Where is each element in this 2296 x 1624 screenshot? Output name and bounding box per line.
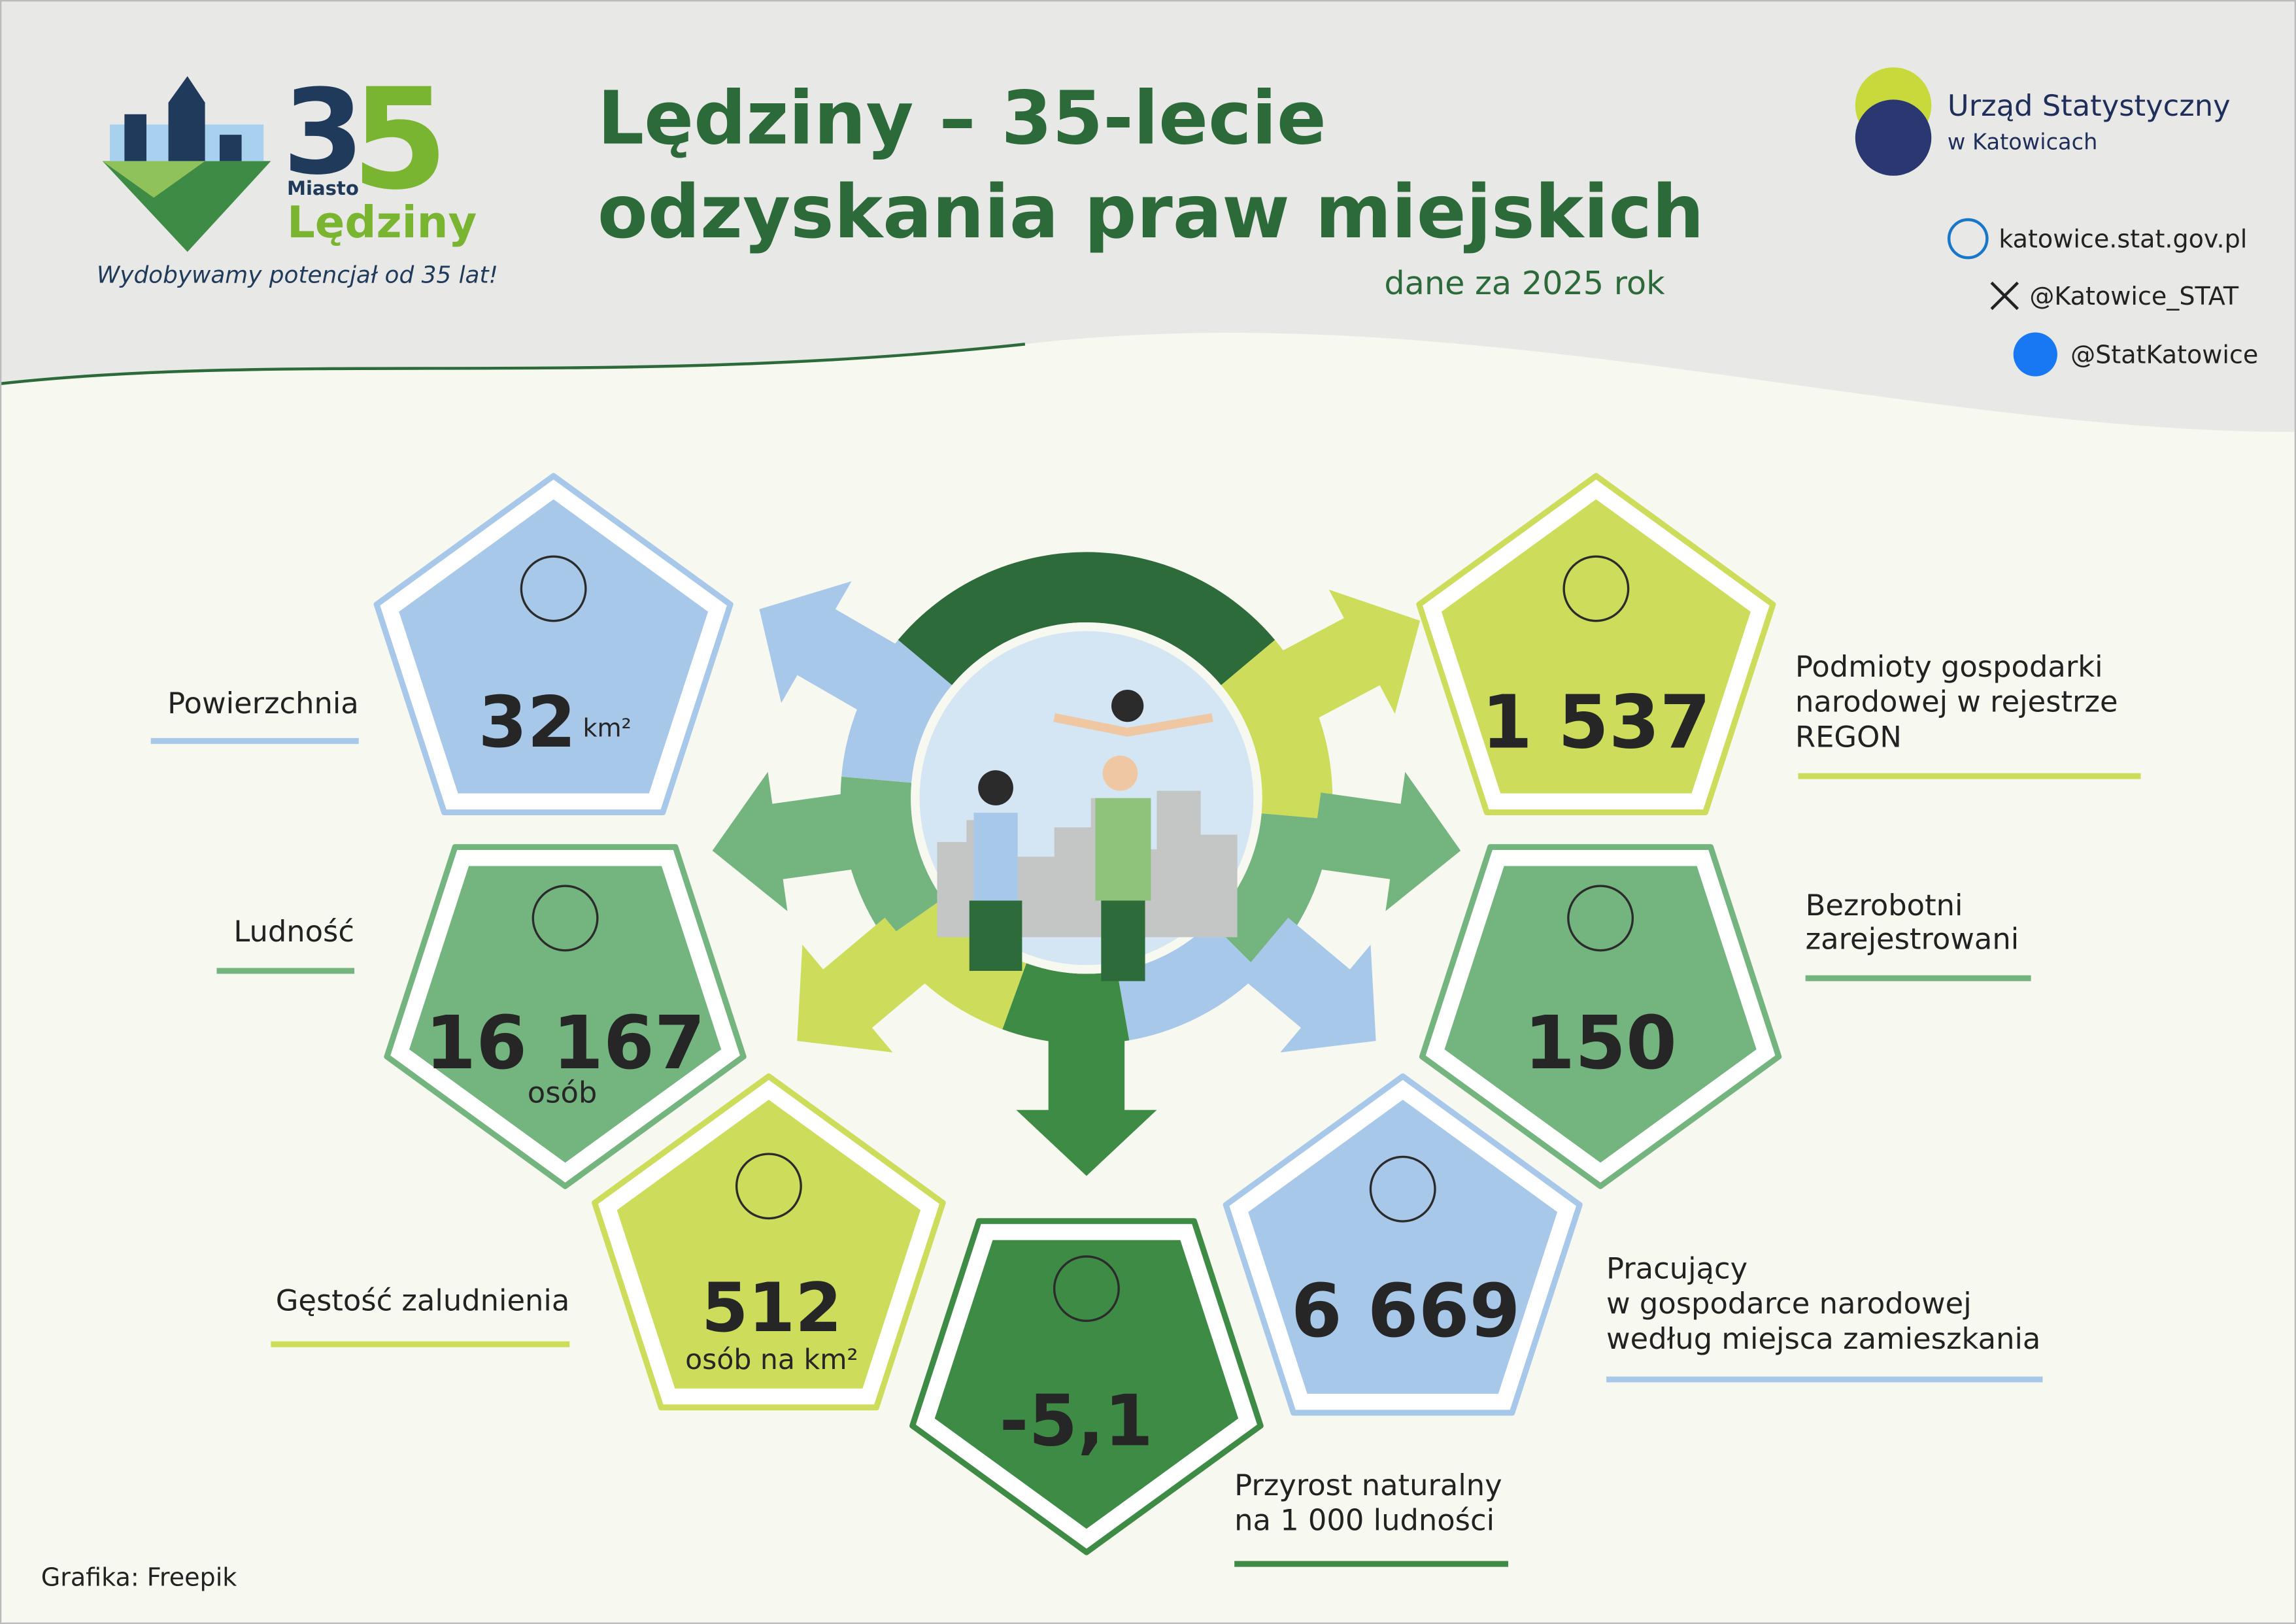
stat-label: Gęstość zaludnienia: [276, 1283, 570, 1318]
icon: [1369, 1155, 1436, 1223]
arrow: [712, 771, 863, 911]
person-head: [978, 770, 1013, 805]
ring-segment: [840, 776, 943, 939]
icon: [1053, 1255, 1120, 1323]
arrow: [1310, 771, 1461, 911]
stat-label: na 1 000 ludności: [1234, 1503, 1494, 1538]
pentagon: [934, 1240, 1239, 1529]
stat-value: 6 669: [1291, 1269, 1521, 1354]
title-line: odzyskania praw miejskich: [598, 170, 1704, 255]
pentagon: [1248, 1100, 1558, 1394]
person-body: [973, 813, 1018, 901]
header-line: [0, 343, 1026, 386]
contact[interactable]: @StatKatowice: [2070, 341, 2258, 369]
ring-segment: [841, 639, 953, 783]
stat-label: Bezrobotni: [1806, 888, 1963, 922]
logo-buildings: [124, 76, 242, 161]
stat-value: -5,1: [1000, 1380, 1153, 1462]
icon: [735, 1153, 802, 1220]
stat-label: Pracujący: [1606, 1251, 1747, 1285]
city-logo: 3 5 Miasto Lędziny Wydobywamy potencjał …: [97, 59, 498, 289]
ring-segment: [898, 552, 1275, 685]
arrow: [1273, 589, 1421, 723]
stat-label: Podmioty gospodarki: [1795, 649, 2103, 684]
pentagon: [616, 1100, 921, 1389]
fb-icon: [2013, 332, 2057, 377]
x-icon: [1990, 281, 2019, 311]
logo-field: [102, 161, 205, 198]
stat-value: 512: [701, 1269, 842, 1347]
stat-label: Powierzchnia: [167, 686, 359, 720]
logo-digit: 3: [282, 65, 364, 201]
arrow: [1016, 1029, 1157, 1176]
stat-label: w gospodarce narodowej: [1606, 1286, 1972, 1321]
contact[interactable]: @Katowice_STAT: [2029, 282, 2239, 311]
person-head: [1102, 755, 1138, 791]
stat-value: 32: [479, 682, 577, 764]
stat-unit: km²: [582, 714, 631, 743]
ring-segment: [885, 898, 1027, 1030]
icon: [1562, 555, 1630, 622]
stat-value: 150: [1524, 1001, 1677, 1086]
stat-value: 1 537: [1481, 680, 1711, 765]
office-logo: Urząd Statystyczny w Katowicach: [1855, 67, 2231, 176]
stat-unit: osób: [528, 1075, 598, 1110]
arrow: [759, 581, 905, 716]
logo-tagline: Wydobywamy potencjał od 35 lat!: [97, 262, 498, 288]
icon: [532, 885, 599, 952]
ring-segment: [1117, 922, 1261, 1041]
logo-miasto: Miasto: [287, 177, 359, 199]
person-body: [1095, 798, 1151, 901]
stat-card: 32 km² Powierzchnia: [150, 473, 734, 816]
subtitle: dane za 2025 rok: [1384, 264, 1665, 302]
web-icon: [1947, 218, 1989, 260]
pentagon: [1444, 866, 1757, 1163]
office-name: Urząd Statystyczny: [1948, 88, 2231, 123]
stat-label: REGON: [1795, 719, 1902, 754]
stat-label: zarejestrowani: [1806, 921, 2019, 956]
stat-label: narodowej w rejestrze: [1795, 685, 2118, 719]
contact[interactable]: katowice.stat.gov.pl: [1999, 225, 2247, 254]
pentagon: [409, 866, 722, 1163]
stat-unit: osób na km²: [685, 1344, 858, 1376]
logo-circle: [1855, 99, 1932, 176]
arrow: [1239, 917, 1376, 1053]
logo-name: Lędziny: [287, 197, 477, 248]
stat-label: Przyrost naturalny: [1234, 1468, 1502, 1502]
stat-label: Ludność: [233, 914, 354, 949]
logo-digit: 5: [352, 59, 448, 221]
stat-label: według miejsca zamieszkania: [1606, 1321, 2040, 1356]
title-line: Lędziny – 35-lecie: [598, 76, 1326, 161]
header-band: [0, 0, 2296, 432]
credit: Grafika: Freepik: [41, 1563, 237, 1592]
person-head: [1111, 689, 1144, 722]
stat-value: 16 167: [425, 1001, 705, 1086]
pentagon: [1441, 499, 1751, 794]
person-arms: [1053, 713, 1213, 737]
icon: [1567, 885, 1634, 952]
person-legs: [969, 900, 1022, 972]
person-legs: [1101, 900, 1145, 981]
ring-segment: [1002, 963, 1130, 1045]
arrow: [797, 917, 934, 1053]
pentagon: [399, 499, 709, 794]
central-graphic: [712, 552, 1461, 1176]
office-city: w Katowicach: [1948, 129, 2097, 154]
ring-segment: [1210, 813, 1332, 972]
icon: [520, 555, 587, 622]
